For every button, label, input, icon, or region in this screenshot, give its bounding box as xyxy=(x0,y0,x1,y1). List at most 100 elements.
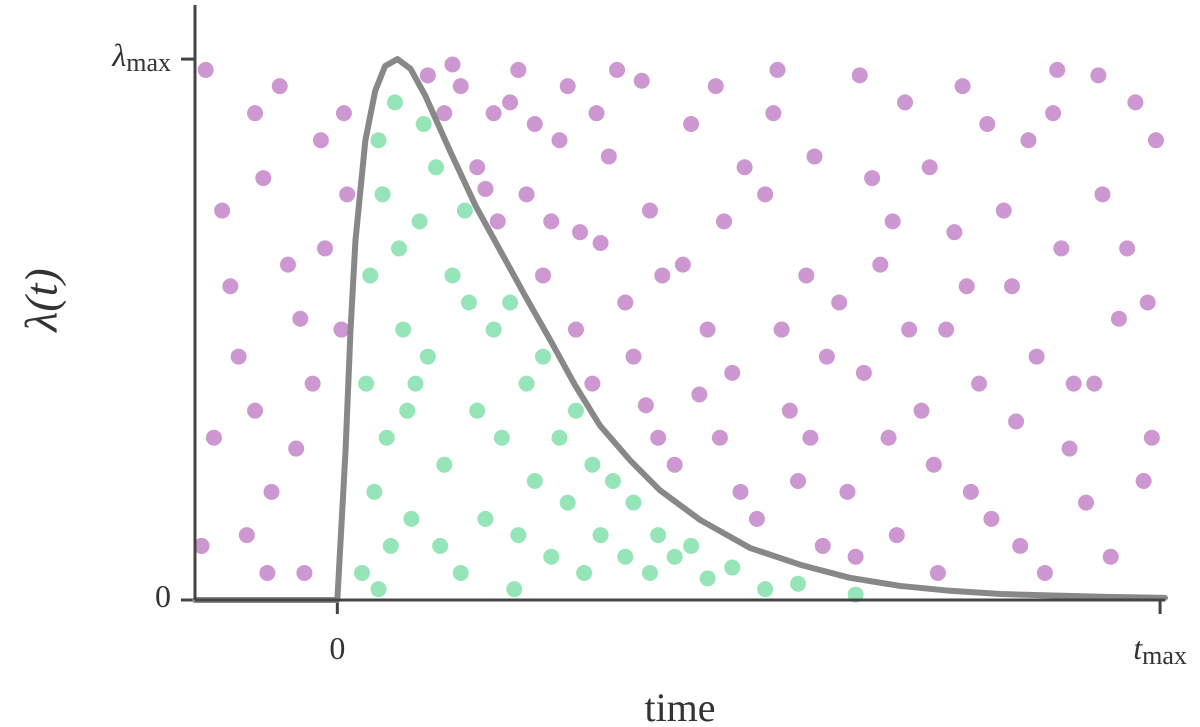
tick-label-sub: max xyxy=(1142,641,1187,670)
scatter-point xyxy=(444,56,461,73)
scatter-point xyxy=(617,548,634,565)
scatter-point xyxy=(666,456,683,473)
scatter-point xyxy=(526,116,543,132)
scatter-point xyxy=(247,105,264,122)
scatter-point xyxy=(1036,564,1053,581)
scatter-point xyxy=(1003,278,1020,295)
x-axis-label: time xyxy=(644,685,715,727)
scatter-point xyxy=(641,564,658,581)
scatter-point xyxy=(411,213,428,230)
scatter-point xyxy=(403,510,420,527)
scatter-point xyxy=(428,159,445,176)
scatter-point xyxy=(506,581,523,598)
scatter-point xyxy=(559,494,576,511)
scatter-point xyxy=(502,294,519,311)
scatter-point xyxy=(288,440,305,457)
scatter-point xyxy=(493,429,510,446)
scatter-point xyxy=(419,348,436,365)
scatter-point xyxy=(1078,494,1095,511)
scatter-point xyxy=(489,213,506,230)
scatter-point xyxy=(1139,294,1156,311)
scatter-point xyxy=(584,375,601,392)
scatter-point xyxy=(773,321,790,338)
tick-label-main: 0 xyxy=(329,630,345,666)
scatter-point xyxy=(938,321,955,338)
scatter-point xyxy=(518,375,535,392)
scatter-point xyxy=(962,483,979,500)
tick-label-main: t xyxy=(1133,630,1143,666)
scatter-point xyxy=(374,186,391,203)
scatter-point xyxy=(913,402,930,419)
scatter-point xyxy=(362,267,379,284)
scatter-point xyxy=(1147,132,1164,149)
scatter-point xyxy=(526,473,543,489)
scatter-point xyxy=(518,186,535,203)
scatter-point xyxy=(600,148,617,165)
scatter-point xyxy=(884,213,901,230)
scatter-point xyxy=(407,375,424,392)
scatter-point xyxy=(798,267,815,284)
scatter-point xyxy=(238,527,255,544)
scatter-point xyxy=(790,575,807,592)
scatter-point xyxy=(485,105,502,122)
scatter-point xyxy=(460,294,477,311)
scatter-point xyxy=(946,224,963,241)
scatter-point xyxy=(1061,440,1078,457)
scatter-point xyxy=(339,186,356,203)
scatter-point xyxy=(535,348,552,365)
scatter-point xyxy=(296,564,313,581)
scatter-point xyxy=(711,429,728,446)
scatter-point xyxy=(354,564,371,581)
scatter-point xyxy=(609,61,626,78)
scatter-point xyxy=(588,105,605,122)
scatter-point xyxy=(757,581,774,598)
tick-label-sub: max xyxy=(126,48,171,77)
scatter-point xyxy=(617,294,634,311)
scatter-point xyxy=(855,364,872,381)
scatter-point xyxy=(1020,132,1037,149)
scatter-point xyxy=(510,61,527,78)
scatter-point xyxy=(592,235,609,251)
scatter-point xyxy=(683,116,700,132)
scatter-point xyxy=(247,402,264,419)
scatter-point xyxy=(370,581,387,598)
scatter-point xyxy=(222,278,239,295)
scatter-point xyxy=(699,570,716,587)
scatter-point xyxy=(485,321,502,338)
scatter-point xyxy=(543,213,560,230)
scatter-point xyxy=(1086,375,1103,392)
scatter-point xyxy=(979,116,996,132)
scatter-point xyxy=(436,456,453,473)
scatter-point xyxy=(1049,61,1066,78)
intensity-curve xyxy=(192,56,1168,603)
scatter-point xyxy=(279,256,296,273)
scatter-point xyxy=(769,61,786,78)
scatter-point xyxy=(765,105,782,122)
scatter-point xyxy=(316,240,333,257)
scatter-point xyxy=(259,564,276,581)
scatter-point xyxy=(205,429,222,446)
scatter-point xyxy=(255,170,272,187)
scatter-point xyxy=(230,348,247,365)
scatter-point xyxy=(781,402,798,419)
scatter-point xyxy=(1065,375,1082,392)
scatter-point xyxy=(436,105,453,122)
scatter-point xyxy=(551,132,568,149)
scatter-point xyxy=(683,537,700,554)
scatter-point xyxy=(335,105,352,122)
scatter-point xyxy=(584,456,601,473)
scatter-point xyxy=(707,78,724,95)
scatter-point xyxy=(633,72,650,89)
scatter-point xyxy=(929,564,946,581)
scatter-point xyxy=(452,564,469,581)
scatter-point xyxy=(477,510,494,527)
scatter-point xyxy=(1135,473,1152,489)
scatter-point xyxy=(559,78,576,95)
scatter-point xyxy=(193,537,210,554)
scatter-point xyxy=(736,159,753,176)
scatter-point xyxy=(958,278,975,295)
scatter-point xyxy=(452,78,469,95)
scatter-point xyxy=(1143,429,1160,446)
scatter-point xyxy=(358,375,375,392)
scatter-point xyxy=(864,170,881,187)
